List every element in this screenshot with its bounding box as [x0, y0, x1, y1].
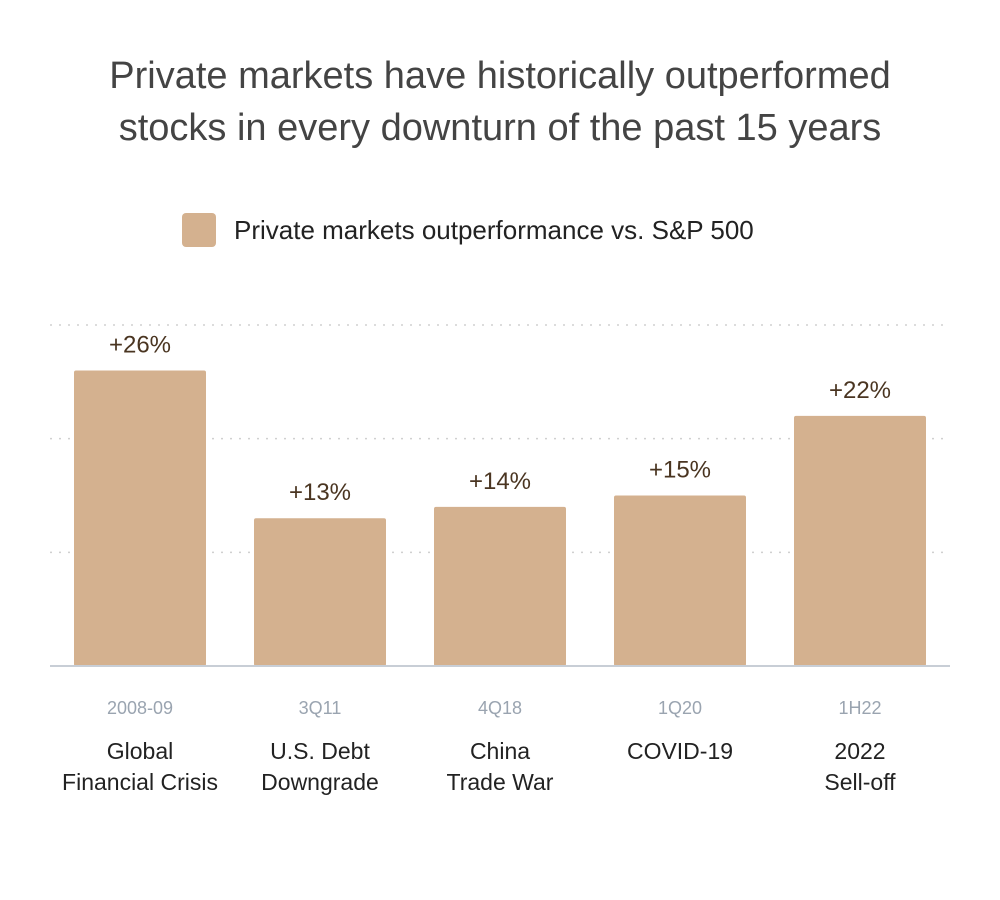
period-label: 3Q11 [299, 698, 342, 718]
chart-title: Private markets have historically outper… [0, 50, 1000, 154]
period-label: 2008-09 [107, 698, 173, 718]
value-label: +14% [469, 468, 531, 495]
period-label: 4Q18 [478, 698, 522, 718]
legend-swatch [182, 213, 216, 247]
category-label: 2022 [834, 738, 885, 764]
value-label: +26% [109, 331, 171, 358]
legend-label: Private markets outperformance vs. S&P 5… [234, 214, 754, 245]
chart-title-line-1: Private markets have historically outper… [109, 55, 891, 97]
value-label: +13% [289, 479, 351, 506]
bar [614, 495, 746, 666]
bar [434, 506, 566, 666]
bar [74, 370, 206, 666]
category-label: Financial Crisis [62, 769, 218, 795]
chart-title-line-2: stocks in every downturn of the past 15 … [118, 107, 882, 149]
category-label: Downgrade [261, 769, 379, 795]
chart-legend: Private markets outperformance vs. S&P 5… [182, 212, 754, 248]
period-label: 1Q20 [658, 698, 702, 718]
period-label: 1H22 [838, 698, 881, 718]
bar [254, 518, 386, 666]
category-label: COVID-19 [627, 738, 733, 764]
value-label: +15% [649, 457, 711, 484]
category-label: Trade War [447, 769, 554, 795]
category-label: China [470, 738, 530, 764]
bar [794, 415, 926, 666]
category-label: Global [107, 738, 173, 764]
category-label: U.S. Debt [270, 738, 370, 764]
category-label: Sell-off [824, 769, 896, 795]
value-label: +22% [829, 377, 891, 404]
